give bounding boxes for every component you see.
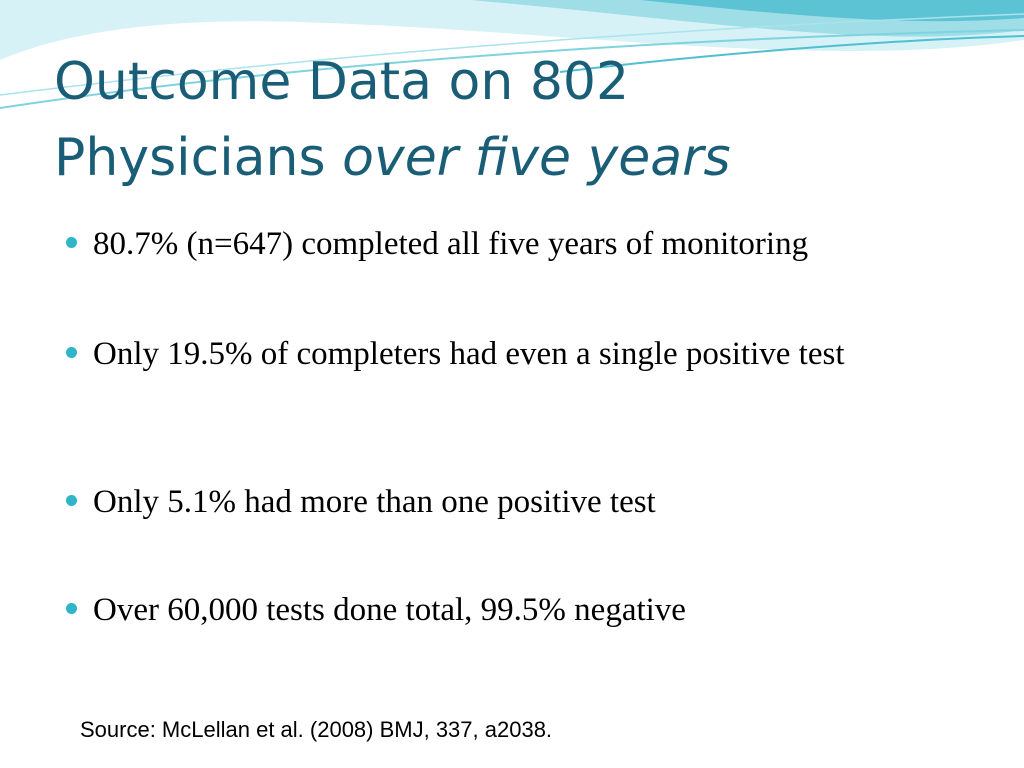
wave-dark [640, 0, 1024, 22]
wave-line-1 [0, 29, 1024, 109]
bullet-dot-icon [66, 495, 77, 506]
source-citation: Source: McLellan et al. (2008) BMJ, 337,… [80, 717, 553, 742]
bullet-text: Over 60,000 tests done total, 99.5% nega… [93, 592, 686, 628]
slide-title: Outcome Data on 802 Physicians over five… [54, 44, 994, 196]
title-line-2: Physicians over five years [54, 120, 994, 196]
wave-line-2 [0, 13, 1024, 96]
bullet-text: 80.7% (n=647) completed all five years o… [93, 226, 809, 262]
wave-line-3 [559, 35, 1024, 73]
bullet-dot-icon [66, 237, 77, 248]
bullet-item: Only 19.5% of completers had even a sing… [60, 332, 950, 376]
bullet-text: Only 19.5% of completers had even a sing… [93, 336, 845, 372]
header-wave-decoration [0, 0, 1024, 109]
bullet-item: 80.7% (n=647) completed all five years o… [60, 222, 950, 266]
bullet-item: Over 60,000 tests done total, 99.5% nega… [60, 588, 950, 632]
title-line-2-regular: Physicians [54, 128, 343, 188]
title-line-2-italic: over five years [342, 128, 731, 188]
bullet-item: Only 5.1% had more than one positive tes… [60, 480, 950, 524]
title-line-1: Outcome Data on 802 [54, 52, 630, 112]
bullet-dot-icon [66, 603, 77, 614]
bullet-text: Only 5.1% had more than one positive tes… [93, 484, 656, 520]
bullet-dot-icon [66, 347, 77, 358]
